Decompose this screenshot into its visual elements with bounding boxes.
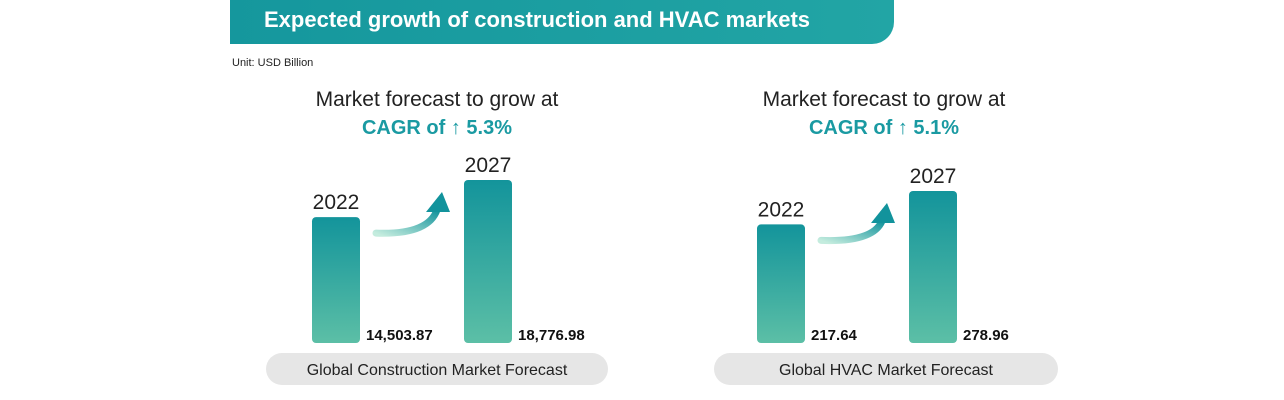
- data-label-2027: 18,776.98: [518, 327, 585, 344]
- data-label-2022: 217.64: [811, 327, 858, 344]
- caption-pill: [714, 353, 1058, 385]
- growth-arrowhead-icon: [426, 192, 450, 212]
- bar-2027: [909, 191, 957, 343]
- category-label-2027: 2027: [465, 154, 512, 177]
- caption-pill: [266, 353, 608, 385]
- growth-arrow-icon: [817, 217, 886, 245]
- title-banner: Expected growth of construction and HVAC…: [230, 0, 894, 44]
- unit-label: Unit: USD Billion: [232, 57, 314, 69]
- chart-headline: Market forecast to grow at: [763, 88, 1006, 111]
- bar-2022: [312, 217, 360, 343]
- category-label-2022: 2022: [758, 198, 805, 221]
- data-label-2027: 278.96: [963, 327, 1009, 344]
- category-label-2022: 2022: [313, 191, 360, 214]
- category-label-2027: 2027: [910, 165, 957, 188]
- page-title: Expected growth of construction and HVAC…: [264, 7, 811, 32]
- chart-caption: Global HVAC Market Forecast: [779, 362, 994, 379]
- data-label-2022: 14,503.87: [366, 327, 433, 344]
- chart-headline: Market forecast to grow at: [316, 88, 559, 111]
- growth-arrow-icon: [372, 206, 441, 237]
- bar-2027: [464, 180, 512, 343]
- chart-caption: Global Construction Market Forecast: [307, 362, 568, 379]
- cagr-label: CAGR of ↑ 5.3%: [362, 117, 512, 139]
- growth-arrowhead-icon: [871, 203, 895, 223]
- bar-2022: [757, 224, 805, 343]
- cagr-label: CAGR of ↑ 5.1%: [809, 117, 959, 139]
